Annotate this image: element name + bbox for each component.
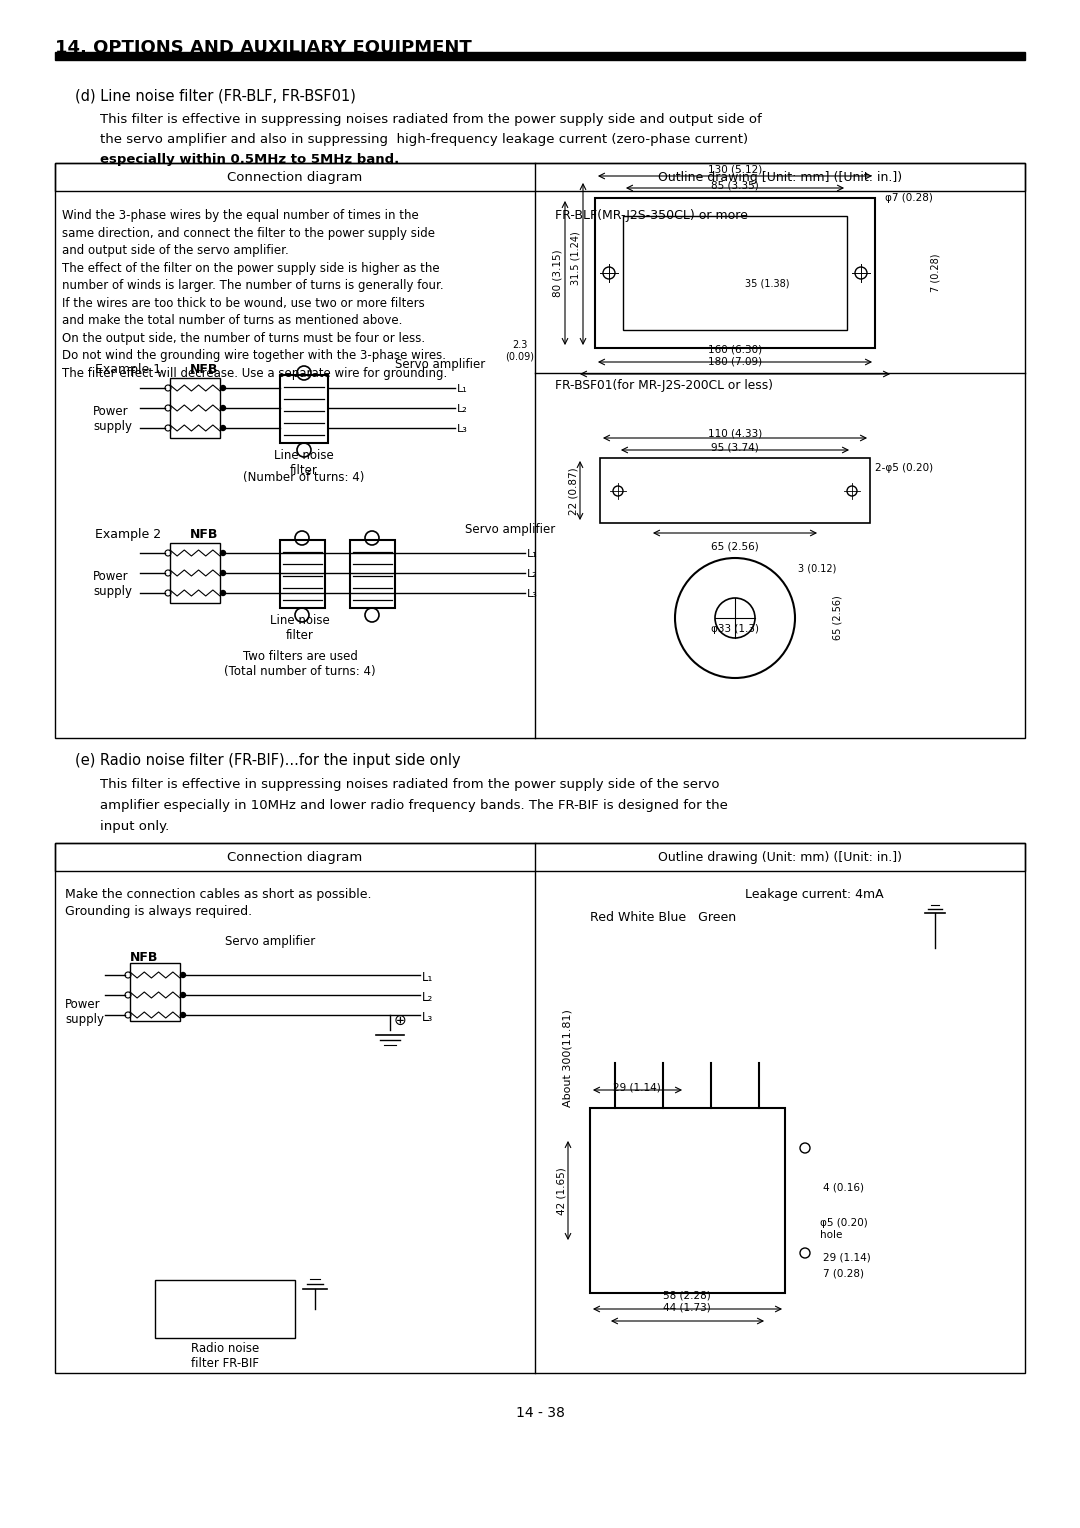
Bar (55, 163, 1025, 191)
Text: Red White Blue   Green: Red White Blue Green (590, 911, 737, 924)
Text: 85 (3.35): 85 (3.35) (711, 180, 759, 189)
Text: (Number of turns: 4): (Number of turns: 4) (243, 471, 365, 484)
Text: Leakage current: 4mA: Leakage current: 4mA (745, 888, 883, 902)
Bar (130, 963, 180, 1021)
Text: Connection diagram: Connection diagram (228, 171, 363, 183)
Text: L₂: L₂ (527, 568, 538, 579)
Text: L₁: L₁ (422, 970, 433, 984)
Text: (e) Radio noise filter (FR-BIF)...for the input side only: (e) Radio noise filter (FR-BIF)...for th… (75, 753, 461, 769)
Bar (55, 52, 1025, 60)
Bar (600, 458, 870, 523)
Circle shape (220, 570, 226, 576)
Text: 65 (2.56): 65 (2.56) (832, 596, 842, 640)
Circle shape (220, 385, 226, 391)
Text: 130 (5.12): 130 (5.12) (707, 163, 762, 174)
Text: The effect of the filter on the power supply side is higher as the: The effect of the filter on the power su… (62, 261, 440, 275)
Text: 44 (1.73): 44 (1.73) (663, 1303, 711, 1313)
Text: φ7 (0.28): φ7 (0.28) (885, 193, 933, 203)
Text: input only.: input only. (100, 821, 170, 833)
Text: L₁: L₁ (527, 549, 538, 559)
Text: L₃: L₃ (422, 1012, 433, 1024)
Bar (595, 199, 875, 348)
Bar (55, 843, 1025, 1374)
Text: Servo amplifier: Servo amplifier (225, 935, 315, 947)
Text: 7 (0.28): 7 (0.28) (930, 254, 940, 292)
Bar (170, 542, 220, 604)
Text: L₂: L₂ (422, 992, 433, 1004)
Text: About 300(11.81): About 300(11.81) (562, 1008, 572, 1106)
Text: Line noise
filter: Line noise filter (270, 614, 329, 642)
Circle shape (180, 972, 186, 978)
Text: If the wires are too thick to be wound, use two or more filters: If the wires are too thick to be wound, … (62, 296, 424, 310)
Text: Example 2: Example 2 (95, 529, 161, 541)
Text: L₂: L₂ (457, 403, 468, 414)
Text: Radio noise
filter FR-BIF: Radio noise filter FR-BIF (191, 1342, 259, 1371)
Text: 22 (0.87): 22 (0.87) (568, 468, 578, 515)
Text: Outline drawing (Unit: mm) ([Unit: in.]): Outline drawing (Unit: mm) ([Unit: in.]) (658, 851, 902, 863)
Text: amplifier especially in 10MHz and lower radio frequency bands. The FR-BIF is des: amplifier especially in 10MHz and lower … (100, 799, 728, 811)
Text: and output side of the servo amplifier.: and output side of the servo amplifier. (62, 244, 288, 257)
Text: Line noise
filter: Line noise filter (274, 449, 334, 477)
Text: 95 (3.74): 95 (3.74) (711, 442, 759, 452)
Text: FR-BLF(MR-J2S-350CL) or more: FR-BLF(MR-J2S-350CL) or more (555, 209, 747, 222)
Text: 14 - 38: 14 - 38 (515, 1406, 565, 1420)
Text: ⊕: ⊕ (394, 1013, 407, 1028)
Bar (623, 215, 847, 330)
Text: Servo amplifier: Servo amplifier (395, 358, 485, 371)
Text: Power
supply: Power supply (93, 570, 132, 597)
Text: 80 (3.15): 80 (3.15) (553, 249, 563, 296)
Text: φ33 (1.3): φ33 (1.3) (711, 623, 759, 634)
Text: 3 (0.12): 3 (0.12) (798, 562, 836, 573)
Bar (350, 539, 395, 608)
Bar (280, 374, 328, 443)
Text: L₃: L₃ (457, 423, 468, 434)
Text: φ5 (0.20)
hole: φ5 (0.20) hole (820, 1218, 867, 1239)
Text: On the output side, the number of turns must be four or less.: On the output side, the number of turns … (62, 332, 426, 344)
Text: 35 (1.38): 35 (1.38) (745, 278, 789, 287)
Text: number of winds is larger. The number of turns is generally four.: number of winds is larger. The number of… (62, 280, 444, 292)
Text: Connection diagram: Connection diagram (228, 851, 363, 863)
Circle shape (220, 425, 226, 431)
Text: NFB: NFB (130, 950, 159, 964)
Text: Power
supply: Power supply (65, 998, 104, 1025)
Text: Two filters are used
(Total number of turns: 4): Two filters are used (Total number of tu… (225, 649, 376, 678)
Text: especially within 0.5MHz to 5MHz band.: especially within 0.5MHz to 5MHz band. (100, 153, 400, 167)
Bar (590, 1108, 785, 1293)
Bar (55, 843, 1025, 871)
Text: Servo amplifier: Servo amplifier (465, 523, 555, 536)
Text: 180 (7.09): 180 (7.09) (707, 356, 762, 367)
Text: 110 (4.33): 110 (4.33) (707, 428, 762, 439)
Text: NFB: NFB (190, 364, 218, 376)
Bar (55, 163, 1025, 738)
Text: 65 (2.56): 65 (2.56) (711, 541, 759, 552)
Circle shape (220, 405, 226, 411)
Text: Power
supply: Power supply (93, 405, 132, 432)
Text: Make the connection cables as short as possible.: Make the connection cables as short as p… (65, 888, 372, 902)
Bar (280, 539, 325, 608)
Bar (170, 377, 220, 439)
Text: the servo amplifier and also in suppressing  high-frequency leakage current (zer: the servo amplifier and also in suppress… (100, 133, 748, 147)
Text: The filter effect will decrease. Use a separate wire for grounding.: The filter effect will decrease. Use a s… (62, 367, 447, 379)
Bar (156, 1280, 295, 1339)
Text: NFB: NFB (190, 529, 218, 541)
Text: 2.3
(0.09): 2.3 (0.09) (505, 341, 535, 362)
Text: Example 1: Example 1 (95, 364, 161, 376)
Text: 42 (1.65): 42 (1.65) (556, 1167, 566, 1215)
Text: 7 (0.28): 7 (0.28) (823, 1268, 864, 1277)
Text: 58 (2.28): 58 (2.28) (663, 1291, 711, 1300)
Text: This filter is effective in suppressing noises radiated from the power supply si: This filter is effective in suppressing … (100, 778, 719, 792)
Circle shape (180, 993, 186, 998)
Text: Outline drawing [Unit: mm] ([Unit: in.]): Outline drawing [Unit: mm] ([Unit: in.]) (658, 171, 902, 183)
Circle shape (220, 590, 226, 596)
Text: 160 (6.30): 160 (6.30) (707, 344, 762, 354)
Text: This filter is effective in suppressing noises radiated from the power supply si: This filter is effective in suppressing … (100, 113, 761, 125)
Text: (d) Line noise filter (FR-BLF, FR-BSF01): (d) Line noise filter (FR-BLF, FR-BSF01) (75, 89, 356, 102)
Text: 14. OPTIONS AND AUXILIARY EQUIPMENT: 14. OPTIONS AND AUXILIARY EQUIPMENT (55, 38, 472, 57)
Text: L₁: L₁ (457, 384, 468, 394)
Text: 29 (1.14): 29 (1.14) (823, 1253, 870, 1264)
Text: same direction, and connect the filter to the power supply side: same direction, and connect the filter t… (62, 226, 435, 240)
Text: FR-BSF01(for MR-J2S-200CL or less): FR-BSF01(for MR-J2S-200CL or less) (555, 379, 773, 393)
Text: 31.5 (1.24): 31.5 (1.24) (571, 231, 581, 284)
Text: 4 (0.16): 4 (0.16) (823, 1183, 864, 1193)
Circle shape (220, 550, 226, 556)
